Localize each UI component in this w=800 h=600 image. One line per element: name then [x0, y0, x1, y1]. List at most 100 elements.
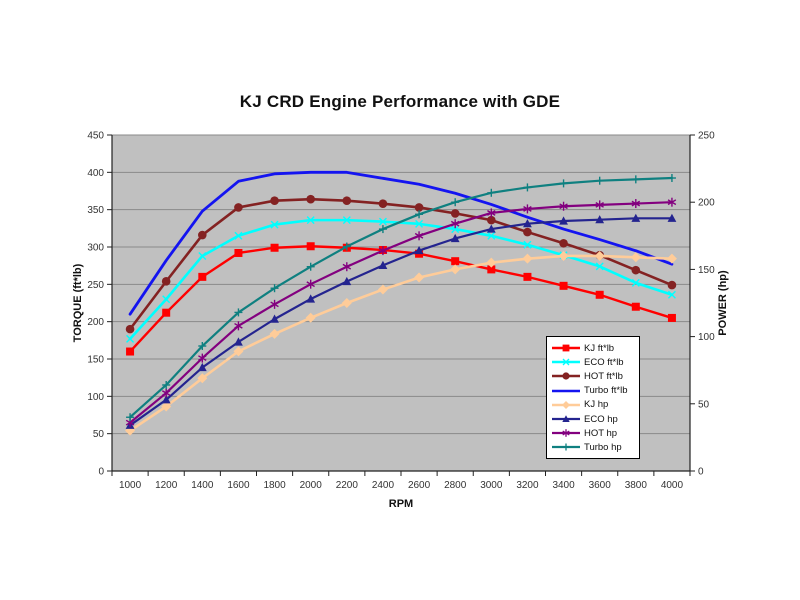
legend-item-hot-hp: HOT hp — [551, 426, 639, 440]
tick-label: 100 — [698, 332, 715, 343]
tick-label: 150 — [87, 355, 104, 366]
marker-x — [451, 225, 460, 234]
legend-marker-square — [562, 344, 570, 352]
marker-x — [162, 295, 171, 304]
marker-asterisk — [414, 232, 424, 239]
series-line-hot-ft-lb — [128, 197, 674, 331]
legend-label-kj-hp: KJ hp — [584, 399, 609, 411]
legend-swatch-hot-ft-lb — [552, 372, 580, 381]
marker-diamond — [594, 250, 605, 261]
tick-label: 2400 — [372, 480, 395, 491]
series-line-turbo-hp — [128, 176, 674, 419]
marker-square — [306, 242, 315, 251]
marker-triangle — [450, 233, 460, 243]
marker-triangle — [197, 362, 207, 372]
series-line-kj-ft-lb — [128, 245, 674, 353]
marker-asterisk — [559, 203, 568, 210]
marker-circle — [378, 199, 388, 208]
marker-triangle — [414, 245, 424, 255]
legend-swatch-hot-hp — [552, 429, 580, 438]
legend-swatch-turbo-ft-lb — [552, 389, 580, 392]
tick-label: 4000 — [661, 480, 684, 491]
series-line-hot-hp — [128, 201, 674, 424]
marker-circle — [198, 230, 207, 240]
marker-square — [270, 243, 279, 252]
marker-circle — [559, 238, 568, 248]
marker-triangle — [378, 260, 388, 269]
marker-square — [631, 302, 640, 311]
marker-square — [523, 272, 532, 281]
series-line-eco-hp — [128, 217, 674, 427]
marker-square — [487, 265, 496, 274]
marker-circle — [487, 215, 496, 225]
legend-item-kj-hp: KJ hp — [551, 398, 639, 412]
legend-item-eco-ft-lb: ECO ft*lb — [551, 355, 639, 369]
marker-square — [559, 281, 568, 290]
marker-triangle — [523, 219, 532, 228]
marker-diamond — [377, 284, 388, 295]
marker-circle — [306, 194, 315, 204]
legend-swatch-kj-ft-lb — [552, 344, 580, 352]
tick-label: 50 — [93, 429, 105, 440]
tick-label: 50 — [698, 399, 710, 410]
marker-asterisk — [198, 355, 207, 362]
legend-marker-triangle — [562, 415, 570, 423]
marker-x — [198, 251, 207, 260]
marker-diamond — [305, 312, 316, 323]
marker-diamond — [666, 253, 677, 264]
legend-item-turbo-ft-lb: Turbo ft*lb — [551, 384, 639, 398]
marker-circle — [342, 196, 352, 206]
tick-label: 3800 — [625, 480, 648, 491]
legend-marker-diamond — [562, 400, 570, 409]
marker-square — [198, 272, 207, 281]
legend-label-eco-hp: ECO hp — [584, 413, 618, 425]
marker-diamond — [450, 264, 461, 275]
marker-diamond — [522, 253, 533, 264]
tick-label: 3200 — [516, 480, 539, 491]
tick-label: 250 — [698, 131, 715, 142]
legend-item-turbo-hp: Turbo hp — [551, 440, 639, 454]
marker-asterisk — [487, 210, 496, 216]
tick-label: 100 — [87, 392, 104, 403]
marker-x — [595, 262, 604, 271]
marker-x — [270, 220, 279, 229]
tick-label: 450 — [87, 131, 104, 142]
tick-label: 1000 — [119, 480, 142, 491]
marker-asterisk — [234, 322, 243, 329]
legend-label-turbo-hp: Turbo hp — [584, 441, 622, 453]
marker-triangle — [161, 395, 171, 404]
legend-swatch-eco-hp — [552, 415, 580, 423]
marker-triangle — [342, 276, 352, 286]
legend-label-turbo-ft-lb: Turbo ft*lb — [584, 385, 628, 397]
marker-circle — [161, 277, 171, 286]
marker-triangle — [667, 213, 677, 222]
marker-circle — [667, 280, 677, 290]
marker-asterisk — [270, 301, 279, 308]
tick-label: 1200 — [155, 480, 178, 491]
tick-label: 3400 — [552, 480, 575, 491]
tick-label: 150 — [698, 265, 715, 276]
marker-circle — [523, 227, 532, 237]
tick-label: 300 — [87, 243, 104, 254]
legend-swatch-eco-ft-lb — [552, 358, 580, 366]
marker-asterisk — [125, 419, 135, 426]
marker-asterisk — [161, 390, 171, 396]
marker-circle — [270, 196, 279, 206]
marker-square — [234, 248, 243, 257]
marker-circle — [450, 209, 460, 218]
marker-diamond — [161, 401, 172, 412]
marker-x — [667, 290, 676, 299]
marker-circle — [125, 324, 135, 334]
marker-diamond — [233, 346, 244, 357]
marker-asterisk — [595, 201, 604, 208]
series-line-turbo-ft-lb — [128, 170, 674, 316]
marker-diamond — [197, 373, 208, 384]
marker-circle — [414, 203, 424, 212]
legend-label-hot-hp: HOT hp — [584, 427, 618, 439]
marker-asterisk — [450, 220, 460, 227]
marker-square — [162, 308, 171, 317]
x-axis-title-rpm: RPM — [388, 498, 414, 510]
tick-label: 0 — [698, 467, 704, 478]
